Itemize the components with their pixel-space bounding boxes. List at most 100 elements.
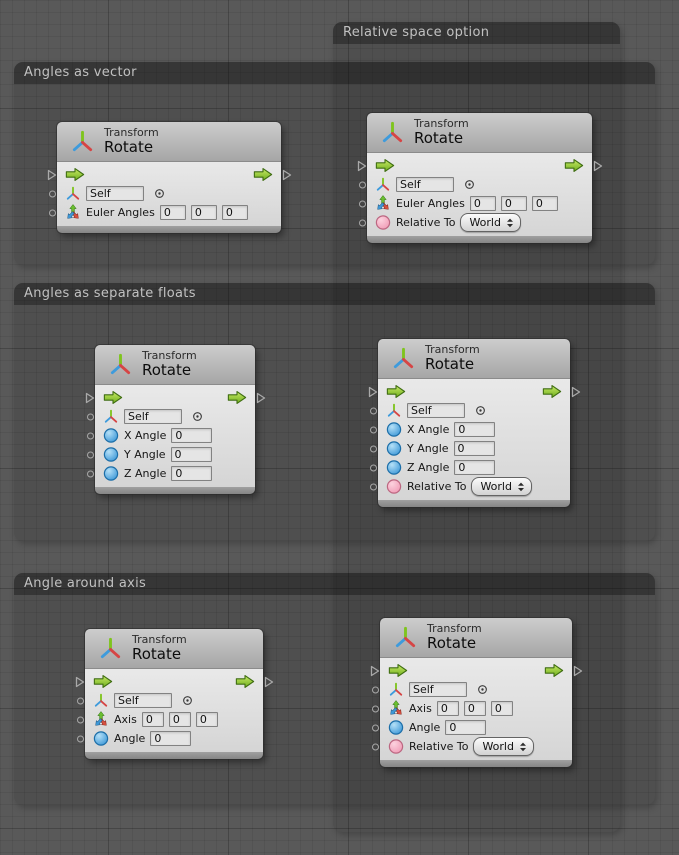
node-header[interactable]: Transform Rotate bbox=[378, 339, 570, 379]
angle-input-port[interactable] bbox=[77, 735, 84, 742]
node-header[interactable]: Transform Rotate bbox=[57, 122, 281, 162]
flow-output-port[interactable] bbox=[256, 392, 266, 404]
euler-x-input[interactable] bbox=[159, 205, 186, 220]
euler-angles-input-port[interactable] bbox=[359, 200, 366, 207]
self-input-port[interactable] bbox=[77, 697, 84, 704]
flow-in-arrow-icon[interactable] bbox=[93, 674, 113, 689]
flow-out-arrow-icon[interactable] bbox=[235, 674, 255, 689]
relative-to-input-port[interactable] bbox=[372, 743, 379, 750]
node-header[interactable]: Transform Rotate bbox=[85, 629, 263, 669]
euler-z-input[interactable] bbox=[221, 205, 248, 220]
relative-to-input-port[interactable] bbox=[370, 483, 377, 490]
relative-to-dropdown[interactable]: World bbox=[471, 477, 532, 496]
x-angle-input-port[interactable] bbox=[370, 426, 377, 433]
euler-y-input[interactable] bbox=[190, 205, 217, 220]
node-rotate-angle-around-axis-relative[interactable]: Transform Rotate Axis bbox=[380, 618, 572, 767]
flow-in-arrow-icon[interactable] bbox=[103, 390, 123, 405]
flow-output-port[interactable] bbox=[264, 676, 274, 688]
flow-input-port[interactable] bbox=[370, 665, 380, 677]
node-rotate-euler-vector-relative[interactable]: Transform Rotate Euler Angles bbox=[367, 113, 592, 243]
z-angle-input-port[interactable] bbox=[370, 464, 377, 471]
group-title[interactable]: Angles as separate floats bbox=[14, 283, 655, 305]
self-input[interactable] bbox=[86, 186, 144, 201]
self-input[interactable] bbox=[409, 682, 467, 697]
euler-angles-input-port[interactable] bbox=[49, 209, 56, 216]
target-picker-icon[interactable] bbox=[182, 695, 193, 706]
self-input[interactable] bbox=[396, 177, 454, 192]
axis-y-input[interactable] bbox=[168, 712, 191, 727]
x-angle-input[interactable] bbox=[454, 422, 496, 437]
flow-output-port[interactable] bbox=[573, 665, 583, 677]
relative-to-dropdown[interactable]: World bbox=[473, 737, 534, 756]
euler-z-input[interactable] bbox=[531, 196, 558, 211]
z-angle-input[interactable] bbox=[454, 460, 496, 475]
self-input-port[interactable] bbox=[370, 407, 377, 414]
node-header[interactable]: Transform Rotate bbox=[380, 618, 572, 658]
flow-input-port[interactable] bbox=[75, 676, 85, 688]
flow-input-port[interactable] bbox=[368, 386, 378, 398]
transform-icon bbox=[380, 120, 405, 145]
y-angle-input[interactable] bbox=[453, 441, 495, 456]
target-picker-icon[interactable] bbox=[464, 179, 475, 190]
z-angle-input-port[interactable] bbox=[87, 470, 94, 477]
relative-to-dropdown[interactable]: World bbox=[460, 213, 521, 232]
node-header[interactable]: Transform Rotate bbox=[95, 345, 255, 385]
flow-output-port[interactable] bbox=[282, 169, 292, 181]
euler-y-input[interactable] bbox=[500, 196, 527, 211]
flow-out-arrow-icon[interactable] bbox=[253, 167, 273, 182]
port-label: Euler Angles bbox=[86, 206, 155, 219]
angle-input-port[interactable] bbox=[372, 724, 379, 731]
flow-in-arrow-icon[interactable] bbox=[388, 663, 408, 678]
target-picker-icon[interactable] bbox=[475, 405, 486, 416]
target-picker-icon[interactable] bbox=[192, 411, 203, 422]
self-input-port[interactable] bbox=[372, 686, 379, 693]
group-title[interactable]: Relative space option bbox=[333, 22, 620, 44]
axis-y-input[interactable] bbox=[463, 701, 486, 716]
angle-input[interactable] bbox=[445, 720, 487, 735]
node-rotate-separate-floats[interactable]: Transform Rotate X Angle bbox=[95, 345, 255, 494]
flow-output-port[interactable] bbox=[593, 160, 603, 172]
self-input[interactable] bbox=[407, 403, 465, 418]
flow-input-port[interactable] bbox=[85, 392, 95, 404]
x-angle-input[interactable] bbox=[171, 428, 213, 443]
transform-icon bbox=[388, 681, 404, 698]
flow-out-arrow-icon[interactable] bbox=[544, 663, 564, 678]
flow-output-port[interactable] bbox=[571, 386, 581, 398]
relative-to-input-port[interactable] bbox=[359, 219, 366, 226]
axis-input-port[interactable] bbox=[372, 705, 379, 712]
axis-z-input[interactable] bbox=[195, 712, 218, 727]
group-title[interactable]: Angles as vector bbox=[14, 62, 655, 84]
flow-out-arrow-icon[interactable] bbox=[564, 158, 584, 173]
y-angle-input-port[interactable] bbox=[370, 445, 377, 452]
z-angle-input[interactable] bbox=[171, 466, 213, 481]
axis-x-input[interactable] bbox=[436, 701, 459, 716]
euler-x-input[interactable] bbox=[469, 196, 496, 211]
node-rotate-separate-floats-relative[interactable]: Transform Rotate X Angle bbox=[378, 339, 570, 507]
flow-input-port[interactable] bbox=[357, 160, 367, 172]
axis-z-input[interactable] bbox=[490, 701, 513, 716]
self-input-port[interactable] bbox=[49, 190, 56, 197]
angle-input[interactable] bbox=[150, 731, 192, 746]
y-angle-input-port[interactable] bbox=[87, 451, 94, 458]
self-input[interactable] bbox=[124, 409, 182, 424]
self-input[interactable] bbox=[114, 693, 172, 708]
target-picker-icon[interactable] bbox=[154, 188, 165, 199]
group-title[interactable]: Angle around axis bbox=[14, 573, 655, 595]
self-input-port[interactable] bbox=[359, 181, 366, 188]
flow-input-port[interactable] bbox=[47, 169, 57, 181]
self-input-port[interactable] bbox=[87, 413, 94, 420]
axis-x-input[interactable] bbox=[141, 712, 164, 727]
x-angle-input-port[interactable] bbox=[87, 432, 94, 439]
flow-out-arrow-icon[interactable] bbox=[542, 384, 562, 399]
y-angle-input[interactable] bbox=[170, 447, 212, 462]
flow-in-arrow-icon[interactable] bbox=[375, 158, 395, 173]
node-header[interactable]: Transform Rotate bbox=[367, 113, 592, 153]
node-rotate-angle-around-axis[interactable]: Transform Rotate Axis bbox=[85, 629, 263, 759]
flow-in-arrow-icon[interactable] bbox=[65, 167, 85, 182]
node-rotate-euler-vector[interactable]: Transform Rotate Euler Angles bbox=[57, 122, 281, 233]
flow-out-arrow-icon[interactable] bbox=[227, 390, 247, 405]
axis-input-port[interactable] bbox=[77, 716, 84, 723]
flow-in-arrow-icon[interactable] bbox=[386, 384, 406, 399]
target-picker-icon[interactable] bbox=[477, 684, 488, 695]
